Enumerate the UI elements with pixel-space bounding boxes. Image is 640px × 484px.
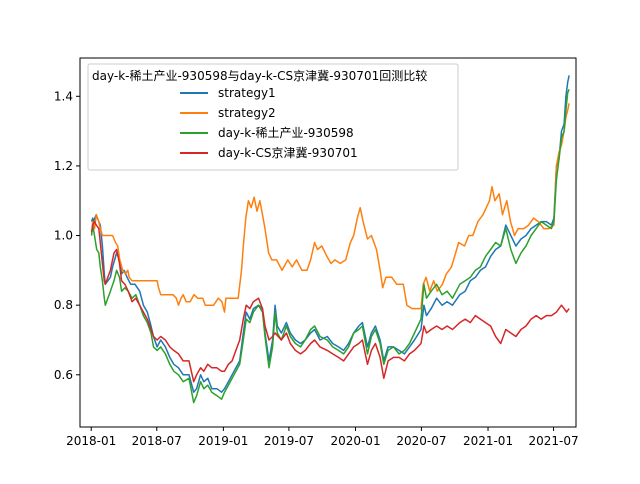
y-tick-label: 0.6 bbox=[54, 368, 73, 382]
y-tick-label: 1.4 bbox=[54, 89, 73, 103]
x-tick-label: 2020-07 bbox=[396, 434, 446, 448]
y-tick-label: 1.2 bbox=[54, 159, 73, 173]
x-tick-label: 2021-01 bbox=[463, 434, 513, 448]
axes-frame bbox=[79, 57, 577, 428]
legend-label-1: strategy1 bbox=[218, 86, 276, 100]
axes: 2018-01 2018-07 2019-01 2019-07 2020-01 2020-… bbox=[54, 57, 579, 448]
series-line-4 bbox=[90, 220, 570, 383]
x-tick-label: 2019-07 bbox=[264, 434, 314, 448]
series-line-3 bbox=[90, 89, 570, 404]
series-line-2 bbox=[90, 103, 570, 313]
x-tick-label: 2018-01 bbox=[66, 434, 116, 448]
plot-area bbox=[90, 75, 570, 404]
legend-label-3: day-k-稀土产业-930598 bbox=[218, 126, 354, 140]
x-tick-label: 2021-07 bbox=[528, 434, 578, 448]
legend-title: day-k-稀土产业-930598与day-k-CS京津冀-930701回测比较 bbox=[92, 68, 427, 83]
legend-frame bbox=[87, 63, 459, 171]
legend-label-2: strategy2 bbox=[218, 106, 276, 120]
y-tick-label: 1.0 bbox=[54, 229, 73, 243]
x-tick-label: 2019-01 bbox=[198, 434, 248, 448]
legend: day-k-稀土产业-930598与day-k-CS京津冀-930701回测比较… bbox=[87, 63, 459, 171]
x-tick-label: 2020-01 bbox=[330, 434, 380, 448]
y-tick-label: 0.8 bbox=[54, 298, 73, 312]
legend-label-4: day-k-CS京津冀-930701 bbox=[218, 146, 358, 160]
x-tick-label: 2018-07 bbox=[132, 434, 182, 448]
series-line-1 bbox=[90, 75, 570, 393]
